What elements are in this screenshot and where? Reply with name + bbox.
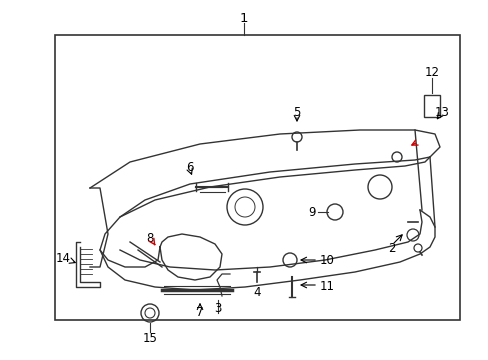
Bar bbox=[55, 35, 459, 320]
Text: 12: 12 bbox=[424, 66, 439, 78]
Text: 14: 14 bbox=[55, 252, 70, 265]
Text: 4: 4 bbox=[253, 285, 260, 298]
Text: 5: 5 bbox=[293, 105, 300, 118]
Text: 10: 10 bbox=[319, 253, 334, 266]
Text: 15: 15 bbox=[142, 332, 157, 345]
Text: 9: 9 bbox=[307, 206, 315, 219]
Text: 8: 8 bbox=[146, 231, 153, 244]
Text: 6: 6 bbox=[186, 161, 193, 174]
Text: 7: 7 bbox=[196, 306, 203, 319]
Text: 11: 11 bbox=[319, 280, 334, 293]
Text: 13: 13 bbox=[434, 105, 448, 118]
Text: 3: 3 bbox=[214, 302, 221, 315]
Text: 1: 1 bbox=[239, 12, 248, 24]
Bar bbox=[423, 95, 439, 117]
Text: 2: 2 bbox=[387, 242, 395, 255]
